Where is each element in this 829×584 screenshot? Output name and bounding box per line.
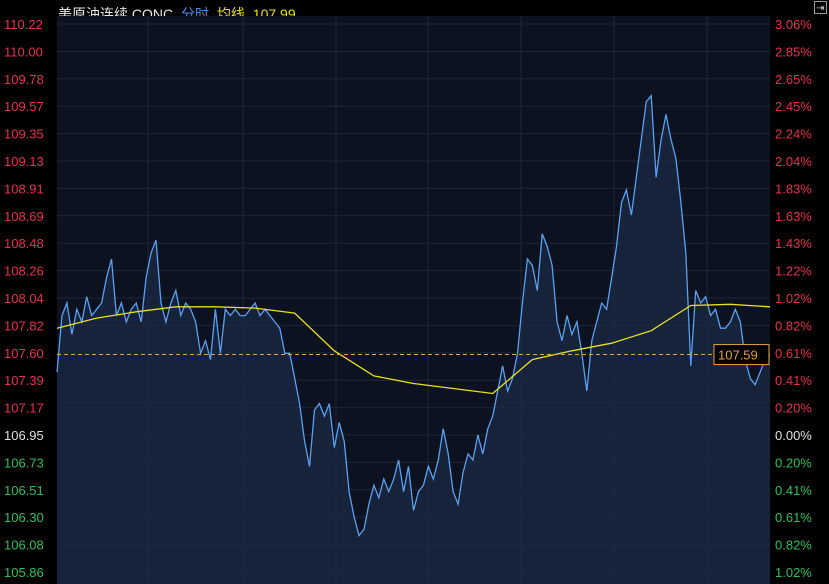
right-tick-label: 1.02%	[775, 565, 812, 580]
right-tick-label: 1.63%	[775, 209, 812, 224]
left-tick-label: 108.48	[4, 236, 44, 251]
left-tick-label: 106.95	[4, 428, 44, 443]
right-tick-label: 0.00%	[775, 428, 812, 443]
right-tick-label: 2.85%	[775, 44, 812, 59]
right-tick-label: 0.20%	[775, 455, 812, 470]
left-tick-label: 106.73	[4, 455, 44, 470]
left-tick-label: 108.26	[4, 264, 44, 279]
right-tick-label: 2.45%	[775, 99, 812, 114]
left-tick-label: 107.17	[4, 401, 44, 416]
right-tick-label: 0.41%	[775, 483, 812, 498]
left-tick-label: 108.04	[4, 291, 44, 306]
right-tick-label: 2.04%	[775, 154, 812, 169]
left-tick-label: 106.08	[4, 538, 44, 553]
left-tick-label: 108.69	[4, 209, 44, 224]
right-tick-label: 3.06%	[775, 17, 812, 32]
left-tick-label: 106.51	[4, 483, 44, 498]
right-tick-label: 2.24%	[775, 127, 812, 142]
right-tick-label: 1.43%	[775, 236, 812, 251]
right-tick-label: 1.02%	[775, 291, 812, 306]
right-tick-label: 1.22%	[775, 264, 812, 279]
left-tick-label: 110.22	[4, 17, 43, 32]
price-area	[57, 95, 770, 584]
left-tick-label: 108.91	[4, 181, 44, 196]
right-tick-label: 0.82%	[775, 318, 812, 333]
left-tick-label: 109.78	[4, 72, 44, 87]
left-tick-label: 110.00	[4, 44, 43, 59]
left-tick-label: 106.30	[4, 510, 44, 525]
right-tick-label: 1.83%	[775, 181, 812, 196]
right-tick-label: 0.61%	[775, 346, 812, 361]
left-tick-label: 109.13	[4, 154, 44, 169]
right-tick-label: 0.61%	[775, 510, 812, 525]
left-tick-label: 107.39	[4, 373, 44, 388]
right-tick-label: 0.41%	[775, 373, 812, 388]
left-tick-label: 107.60	[4, 346, 44, 361]
right-tick-label: 0.82%	[775, 538, 812, 553]
right-tick-label: 2.65%	[775, 72, 812, 87]
left-tick-label: 105.86	[4, 565, 44, 580]
expand-panel-icon[interactable]: ⇥	[814, 1, 827, 14]
left-tick-label: 107.82	[4, 318, 44, 333]
right-tick-label: 0.20%	[775, 401, 812, 416]
left-tick-label: 109.35	[4, 127, 44, 142]
left-tick-label: 109.57	[4, 99, 44, 114]
price-line	[56, 93, 771, 538]
average-line	[56, 303, 771, 395]
last-price-tag	[713, 344, 770, 366]
last-price-label: 107.59	[718, 348, 758, 363]
